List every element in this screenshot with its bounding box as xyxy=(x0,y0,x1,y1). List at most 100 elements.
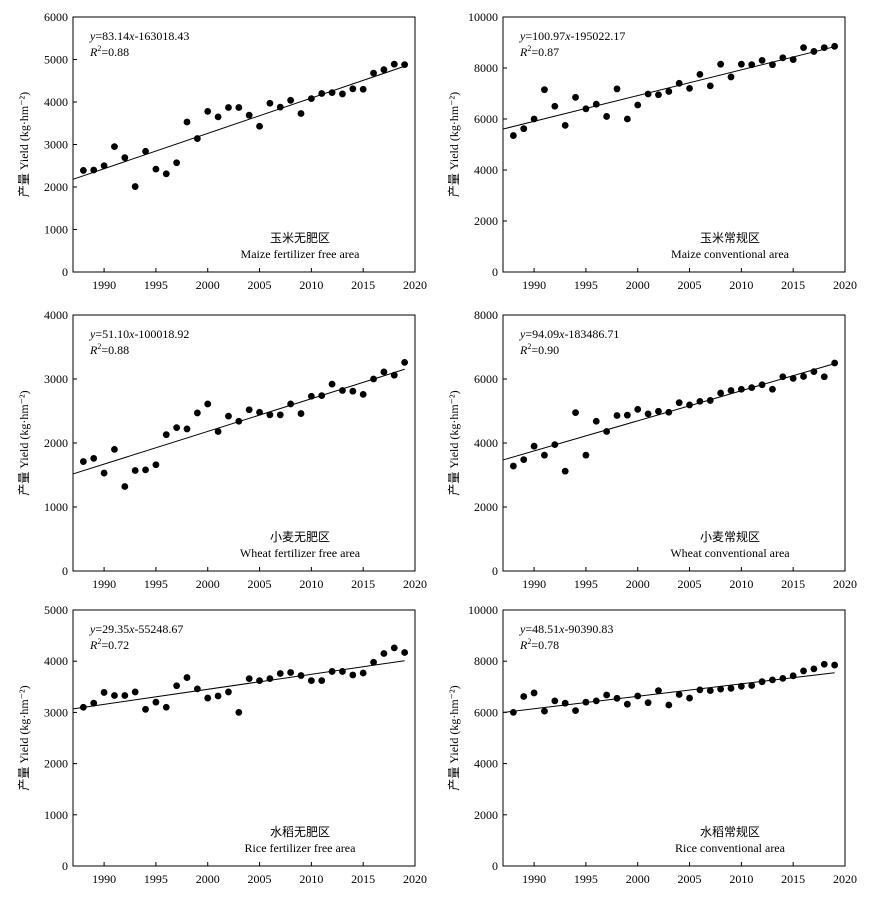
y-tick-label: 3000 xyxy=(44,138,68,152)
area-label-en: Wheat conventional area xyxy=(670,546,790,560)
x-tick-label: 2005 xyxy=(248,577,272,591)
data-point xyxy=(592,100,600,108)
data-point xyxy=(686,694,693,702)
y-tick-label: 0 xyxy=(492,859,498,873)
data-point xyxy=(276,411,284,419)
r2-sup: 2 xyxy=(97,637,101,646)
data-point xyxy=(551,102,559,110)
data-point xyxy=(401,61,409,68)
data-point xyxy=(111,143,118,151)
y-axis-label: 产量 Yield (kg·hm⁻²) xyxy=(17,390,31,495)
y-axis-label: 产量 Yield (kg·hm⁻²) xyxy=(17,92,31,197)
data-point xyxy=(204,107,212,115)
x-tick-label: 2000 xyxy=(626,577,650,591)
y-axis-label: 产量 Yield (kg·hm⁻²) xyxy=(447,390,461,495)
data-point xyxy=(245,111,253,119)
y-tick-label: 4000 xyxy=(44,654,68,668)
regression-equation: y=51.10x-100018.92 xyxy=(89,327,189,341)
x-tick-label: 1995 xyxy=(144,872,168,886)
data-point xyxy=(297,410,305,417)
r2-r: R xyxy=(519,638,528,652)
y-tick-label: 4000 xyxy=(44,308,68,322)
x-tick-label: 2020 xyxy=(403,577,427,591)
r2-value: =0.88 xyxy=(101,45,129,59)
data-point xyxy=(193,409,201,417)
plot-frame xyxy=(502,16,846,273)
data-point xyxy=(520,125,528,133)
data-point xyxy=(582,698,590,706)
data-point xyxy=(79,703,87,711)
y-tick-label: 5000 xyxy=(44,53,68,67)
y-tick-label: 4000 xyxy=(474,436,498,450)
chart-panel-4: 0 2000 4000 6000 8000 1990 1995 2000 2005 2010 201… xyxy=(447,308,857,591)
data-point xyxy=(727,73,735,81)
r2-value: =0.90 xyxy=(531,343,559,357)
data-point xyxy=(748,682,756,689)
y-tick-label: 0 xyxy=(62,859,68,873)
data-point xyxy=(287,669,295,676)
data-point xyxy=(235,709,243,716)
data-point xyxy=(142,705,149,713)
eq-x: x xyxy=(558,622,565,636)
data-point xyxy=(370,375,377,383)
data-point xyxy=(111,692,118,699)
data-point xyxy=(100,162,108,170)
y-tick-label: 0 xyxy=(492,265,498,279)
data-point xyxy=(644,699,652,707)
r2-r: R xyxy=(519,45,528,59)
data-point xyxy=(100,469,108,477)
data-point xyxy=(800,373,807,380)
x-tick-label: 2020 xyxy=(403,278,427,292)
data-point xyxy=(634,406,642,413)
data-point xyxy=(328,380,336,388)
data-point xyxy=(572,93,579,101)
data-point xyxy=(655,407,662,415)
data-point xyxy=(90,699,98,707)
data-point xyxy=(349,671,357,679)
data-point xyxy=(401,649,409,656)
data-point xyxy=(276,670,284,677)
y-tick-label: 6000 xyxy=(44,10,68,24)
data-point xyxy=(328,89,336,97)
data-point xyxy=(183,425,191,433)
data-point xyxy=(162,431,170,439)
x-tick-label: 1990 xyxy=(522,872,546,886)
r-squared: R2=0.88 xyxy=(89,44,129,59)
eq-x: x xyxy=(564,29,571,43)
data-point xyxy=(256,677,263,685)
data-point xyxy=(779,674,787,682)
data-point xyxy=(90,454,98,462)
data-point xyxy=(214,113,222,121)
data-point xyxy=(131,183,139,190)
data-point xyxy=(706,82,714,90)
data-point xyxy=(328,668,336,675)
data-point xyxy=(613,412,621,419)
data-point xyxy=(266,99,274,107)
chart-panel-2: 0 2000 4000 6000 8000 10000 1990 1995 2000 2005 20… xyxy=(447,10,857,292)
x-tick-label: 2010 xyxy=(729,577,753,591)
data-point xyxy=(541,451,548,459)
x-tick-label: 2020 xyxy=(833,872,857,886)
x-tick-label: 2000 xyxy=(196,872,220,886)
r2-sup: 2 xyxy=(527,342,531,351)
data-point xyxy=(644,410,652,418)
data-point xyxy=(572,707,579,715)
r2-r: R xyxy=(519,343,528,357)
y-tick-label: 4000 xyxy=(44,95,68,109)
data-point xyxy=(380,66,388,74)
data-point xyxy=(582,105,590,113)
data-point xyxy=(561,121,569,129)
x-tick-label: 1990 xyxy=(522,577,546,591)
data-point xyxy=(79,167,87,174)
y-tick-label: 0 xyxy=(492,564,498,578)
data-point xyxy=(831,661,839,669)
data-point xyxy=(727,684,735,692)
eq-y: y xyxy=(89,622,96,636)
data-point xyxy=(831,42,839,50)
data-point xyxy=(152,165,160,173)
r-squared: R2=0.78 xyxy=(519,637,559,652)
y-tick-label: 4000 xyxy=(474,757,498,771)
data-point xyxy=(287,96,295,104)
data-point xyxy=(214,428,222,435)
r2-value: =0.72 xyxy=(101,638,129,652)
